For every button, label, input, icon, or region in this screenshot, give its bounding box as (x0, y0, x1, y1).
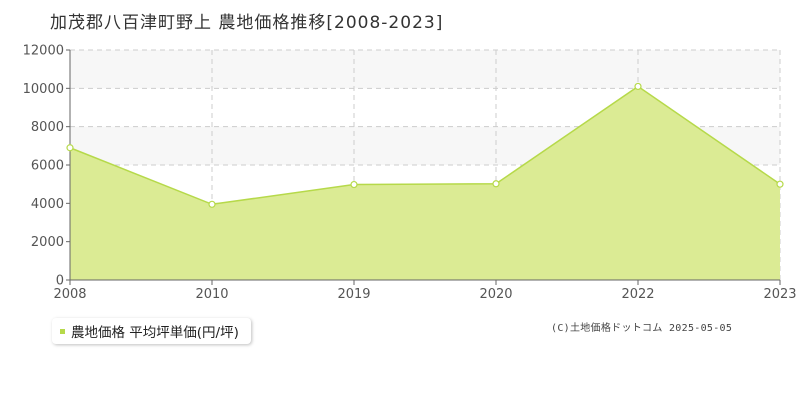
series-area (70, 86, 780, 281)
y-tick-label: 4000 (31, 197, 64, 212)
data-point (66, 144, 74, 152)
y-tick-label: 10000 (23, 82, 64, 97)
data-area (69, 85, 781, 281)
x-tick-label: 2008 (53, 287, 86, 302)
x-tick-label: 2019 (337, 287, 370, 302)
y-tick-label: 12000 (23, 44, 64, 59)
chart-title: 加茂郡八百津町野上 農地価格推移[2008-2023] (50, 13, 444, 33)
grid-band (70, 50, 780, 89)
x-tick-label: 2022 (621, 287, 654, 302)
x-tick-labels: 2008 2010 2019 2020 2022 2023 (53, 287, 796, 302)
data-point (634, 82, 642, 91)
y-tick-label: 8000 (31, 120, 64, 135)
data-point (350, 180, 358, 189)
legend: 農地価格 平均坪単価(円/坪) (52, 318, 251, 344)
legend-swatch (60, 328, 65, 334)
x-tick-label: 2020 (479, 287, 512, 302)
data-point (208, 200, 216, 208)
y-tick-labels: 0 2000 4000 6000 8000 10000 12000 (23, 44, 64, 289)
copyright: (C)土地価格ドットコム 2025-05-05 (551, 323, 733, 334)
axes (66, 49, 781, 285)
legend-label: 農地価格 平均坪単価(円/坪) (71, 325, 239, 341)
data-points (66, 82, 784, 208)
x-tick-label: 2023 (763, 287, 796, 302)
data-point (492, 180, 500, 188)
y-tick-label: 2000 (31, 235, 64, 250)
y-tick-label: 0 (56, 274, 64, 289)
data-point (776, 180, 784, 188)
series-line (69, 85, 781, 206)
x-tick-label: 2010 (195, 287, 228, 302)
y-tick-label: 6000 (31, 159, 64, 174)
